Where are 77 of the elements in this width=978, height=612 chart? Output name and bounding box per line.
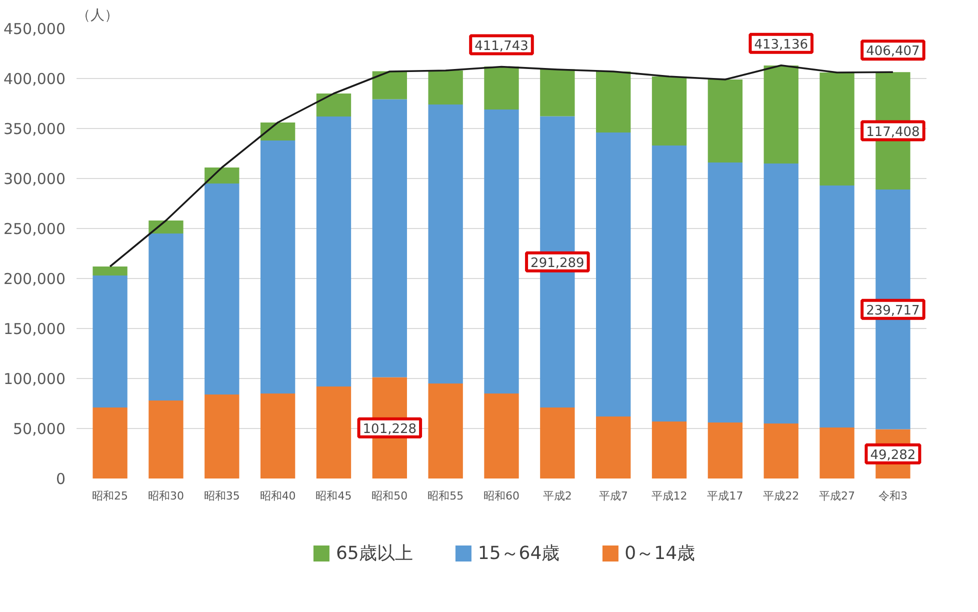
legend-label: 15～64歳 xyxy=(478,542,560,565)
bar xyxy=(764,164,798,424)
x-tick-label: 平成7 xyxy=(598,490,628,502)
y-tick-label: 300,000 xyxy=(3,170,66,188)
x-tick-label: 昭和55 xyxy=(428,490,464,502)
bar xyxy=(652,422,687,478)
bar xyxy=(204,184,240,394)
bar xyxy=(596,72,631,132)
bar xyxy=(652,76,687,146)
data-label: 239,717 xyxy=(866,303,920,318)
bar xyxy=(764,424,798,478)
bar xyxy=(820,428,854,478)
data-label: 101,228 xyxy=(362,422,417,437)
bar xyxy=(484,66,519,110)
bar xyxy=(316,94,352,116)
bar xyxy=(92,266,128,276)
data-label: 117,408 xyxy=(866,124,920,140)
bar xyxy=(708,422,743,478)
x-tick-label: 昭和40 xyxy=(260,490,296,502)
x-tick-label: 昭和25 xyxy=(92,490,128,502)
x-tick-label: 昭和60 xyxy=(484,490,520,502)
bar xyxy=(708,162,743,422)
x-tick-label: 昭和35 xyxy=(204,490,240,502)
bar xyxy=(596,132,631,416)
y-tick-label: 50,000 xyxy=(13,420,66,438)
x-tick-label: 令和3 xyxy=(878,490,908,502)
data-label: 49,282 xyxy=(870,448,916,463)
bar xyxy=(540,408,575,478)
bar xyxy=(484,394,519,478)
bar xyxy=(764,66,798,164)
bar xyxy=(428,384,463,478)
y-axis-title: （人） xyxy=(76,8,118,24)
bar xyxy=(260,140,296,394)
y-tick-label: 400,000 xyxy=(3,70,66,88)
bar xyxy=(204,394,240,478)
bar xyxy=(820,72,854,186)
data-label: 411,743 xyxy=(474,38,528,54)
bar xyxy=(708,80,743,162)
x-tick-label: 平成22 xyxy=(763,490,800,502)
bar xyxy=(92,408,128,478)
bar xyxy=(652,146,687,422)
bar xyxy=(372,71,407,100)
legend-label: 0～14歳 xyxy=(624,542,696,565)
bar xyxy=(260,394,296,478)
x-tick-label: 平成2 xyxy=(542,490,572,502)
y-tick-label: 150,000 xyxy=(3,320,66,338)
bar xyxy=(316,116,352,386)
y-tick-label: 0 xyxy=(56,470,66,488)
y-tick-label: 200,000 xyxy=(3,270,66,288)
x-tick-label: 昭和45 xyxy=(316,490,352,502)
bar xyxy=(92,276,128,408)
data-label: 406,407 xyxy=(866,44,920,60)
bar xyxy=(316,386,352,478)
y-tick-label: 100,000 xyxy=(3,370,66,388)
bar xyxy=(148,220,184,234)
bar xyxy=(484,110,519,394)
x-tick-label: 平成27 xyxy=(819,490,856,502)
bar xyxy=(204,168,240,184)
x-tick-label: 昭和50 xyxy=(372,490,408,502)
bar xyxy=(820,186,854,428)
bar xyxy=(540,69,575,116)
data-label: 291,289 xyxy=(530,256,584,271)
bar xyxy=(372,99,407,378)
x-tick-label: 平成12 xyxy=(651,490,688,502)
x-tick-label: 平成17 xyxy=(707,490,744,502)
bar xyxy=(148,234,184,400)
y-tick-label: 350,000 xyxy=(3,120,66,138)
data-label: 413,136 xyxy=(754,37,808,52)
x-tick-label: 昭和30 xyxy=(148,490,184,502)
y-tick-label: 450,000 xyxy=(3,20,66,38)
y-tick-label: 250,000 xyxy=(3,220,66,238)
bar xyxy=(428,70,463,104)
bar xyxy=(428,104,463,384)
bar xyxy=(260,122,296,140)
bar xyxy=(148,400,184,478)
bar xyxy=(596,416,631,478)
legend-label: 65歳以上 xyxy=(336,542,413,565)
